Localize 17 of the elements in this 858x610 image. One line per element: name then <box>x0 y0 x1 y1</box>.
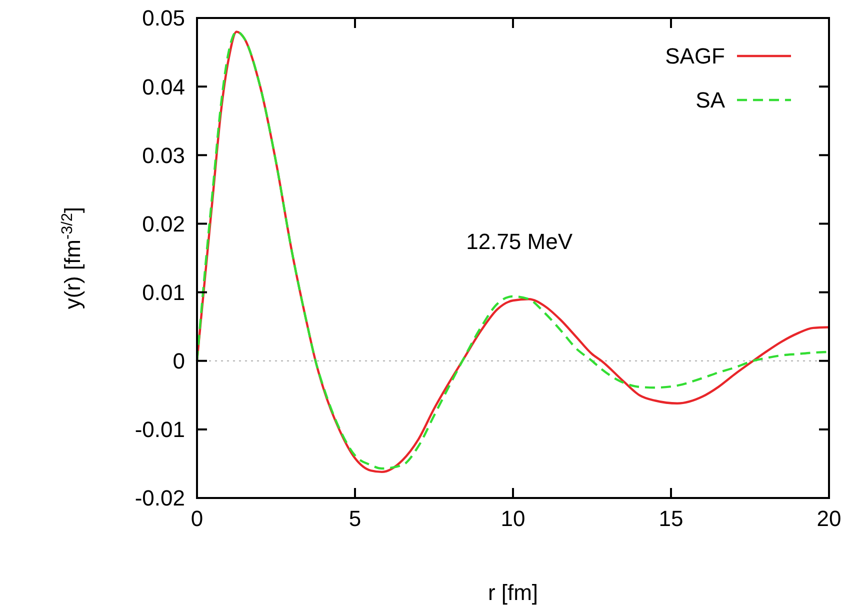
y-tick-label: 0.01 <box>142 280 185 305</box>
y-tick-label: 0 <box>172 348 185 374</box>
x-tick-label: 20 <box>816 506 842 531</box>
y-tick-label: 0.04 <box>142 74 185 100</box>
legend-label: SAGF <box>665 44 725 69</box>
y-tick-label: 0.03 <box>142 142 185 168</box>
x-tick-label: 0 <box>190 506 204 531</box>
y-tick-label: -0.02 <box>134 486 185 511</box>
y-tick-label: 0.02 <box>142 211 185 236</box>
x-tick-label: 15 <box>658 506 684 531</box>
y-tick-label: -0.01 <box>134 417 185 442</box>
y-tick-label: 0.05 <box>142 6 185 31</box>
x-tick-label: 10 <box>500 506 526 531</box>
legend-label: SA <box>696 88 726 113</box>
annotation: 12.75 MeV <box>466 228 573 254</box>
x-tick-label: 5 <box>348 506 362 531</box>
x-axis-title: r [fm] <box>488 580 538 605</box>
